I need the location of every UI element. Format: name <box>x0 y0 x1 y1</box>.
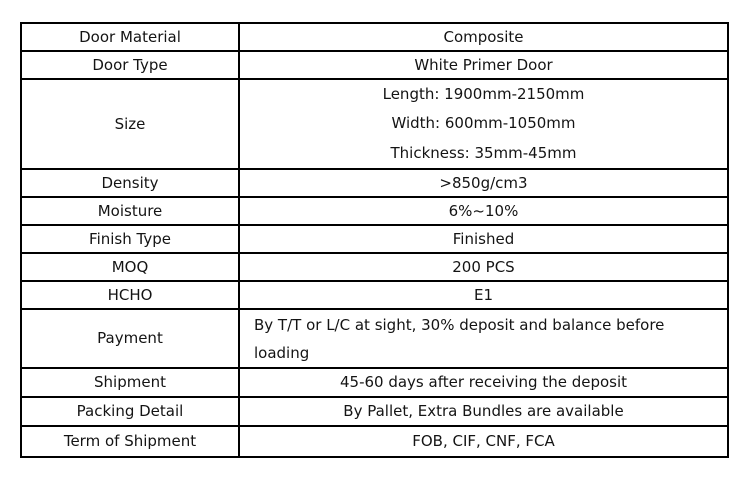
table-row-shipment: Shipment 45-60 days after receiving the … <box>20 366 729 398</box>
table-row-moisture: Moisture 6%~10% <box>20 195 729 226</box>
table-row-size: Size Length: 1900mm-2150mm Width: 600mm-… <box>20 78 729 170</box>
table-row-hcho: HCHO E1 <box>20 279 729 310</box>
spec-value-moq: 200 PCS <box>238 251 729 282</box>
spec-label-payment: Payment <box>20 307 240 369</box>
spec-value-finish-type: Finished <box>238 223 729 254</box>
table-row-payment: Payment By T/T or L/C at sight, 30% depo… <box>20 307 729 369</box>
spec-label-density: Density <box>20 167 240 198</box>
table-row-door-material: Door Material Composite <box>20 22 729 52</box>
spec-value-shipment: 45-60 days after receiving the deposit <box>238 366 729 398</box>
size-line-thickness: Thickness: 35mm-45mm <box>390 143 577 162</box>
spec-label-term-of-shipment: Term of Shipment <box>20 424 240 458</box>
spec-value-payment: By T/T or L/C at sight, 30% deposit and … <box>238 307 729 369</box>
spec-value-density: >850g/cm3 <box>238 167 729 198</box>
table-row-term-of-shipment: Term of Shipment FOB, CIF, CNF, FCA <box>20 424 729 458</box>
spec-label-finish-type: Finish Type <box>20 223 240 254</box>
spec-label-moq: MOQ <box>20 251 240 282</box>
table-row-density: Density >850g/cm3 <box>20 167 729 198</box>
product-spec-table: Door Material Composite Door Type White … <box>20 22 729 458</box>
size-line-width: Width: 600mm-1050mm <box>391 114 576 133</box>
spec-value-hcho: E1 <box>238 279 729 310</box>
table-row-door-type: Door Type White Primer Door <box>20 50 729 80</box>
size-line-length: Length: 1900mm-2150mm <box>382 85 585 103</box>
spec-value-packing-detail: By Pallet, Extra Bundles are available <box>238 395 729 427</box>
table-row-packing-detail: Packing Detail By Pallet, Extra Bundles … <box>20 395 729 427</box>
table-row-moq: MOQ 200 PCS <box>20 251 729 282</box>
spec-label-shipment: Shipment <box>20 366 240 398</box>
spec-label-packing-detail: Packing Detail <box>20 395 240 427</box>
spec-value-moisture: 6%~10% <box>238 195 729 226</box>
spec-label-hcho: HCHO <box>20 279 240 310</box>
spec-label-door-type: Door Type <box>20 50 240 80</box>
spec-label-size: Size <box>20 78 240 170</box>
table-row-finish-type: Finish Type Finished <box>20 223 729 254</box>
spec-label-moisture: Moisture <box>20 195 240 226</box>
spec-label-door-material: Door Material <box>20 22 240 52</box>
spec-value-door-material: Composite <box>238 22 729 52</box>
spec-value-door-type: White Primer Door <box>238 50 729 80</box>
spec-value-size: Length: 1900mm-2150mm Width: 600mm-1050m… <box>238 78 729 170</box>
spec-value-term-of-shipment: FOB, CIF, CNF, FCA <box>238 424 729 458</box>
